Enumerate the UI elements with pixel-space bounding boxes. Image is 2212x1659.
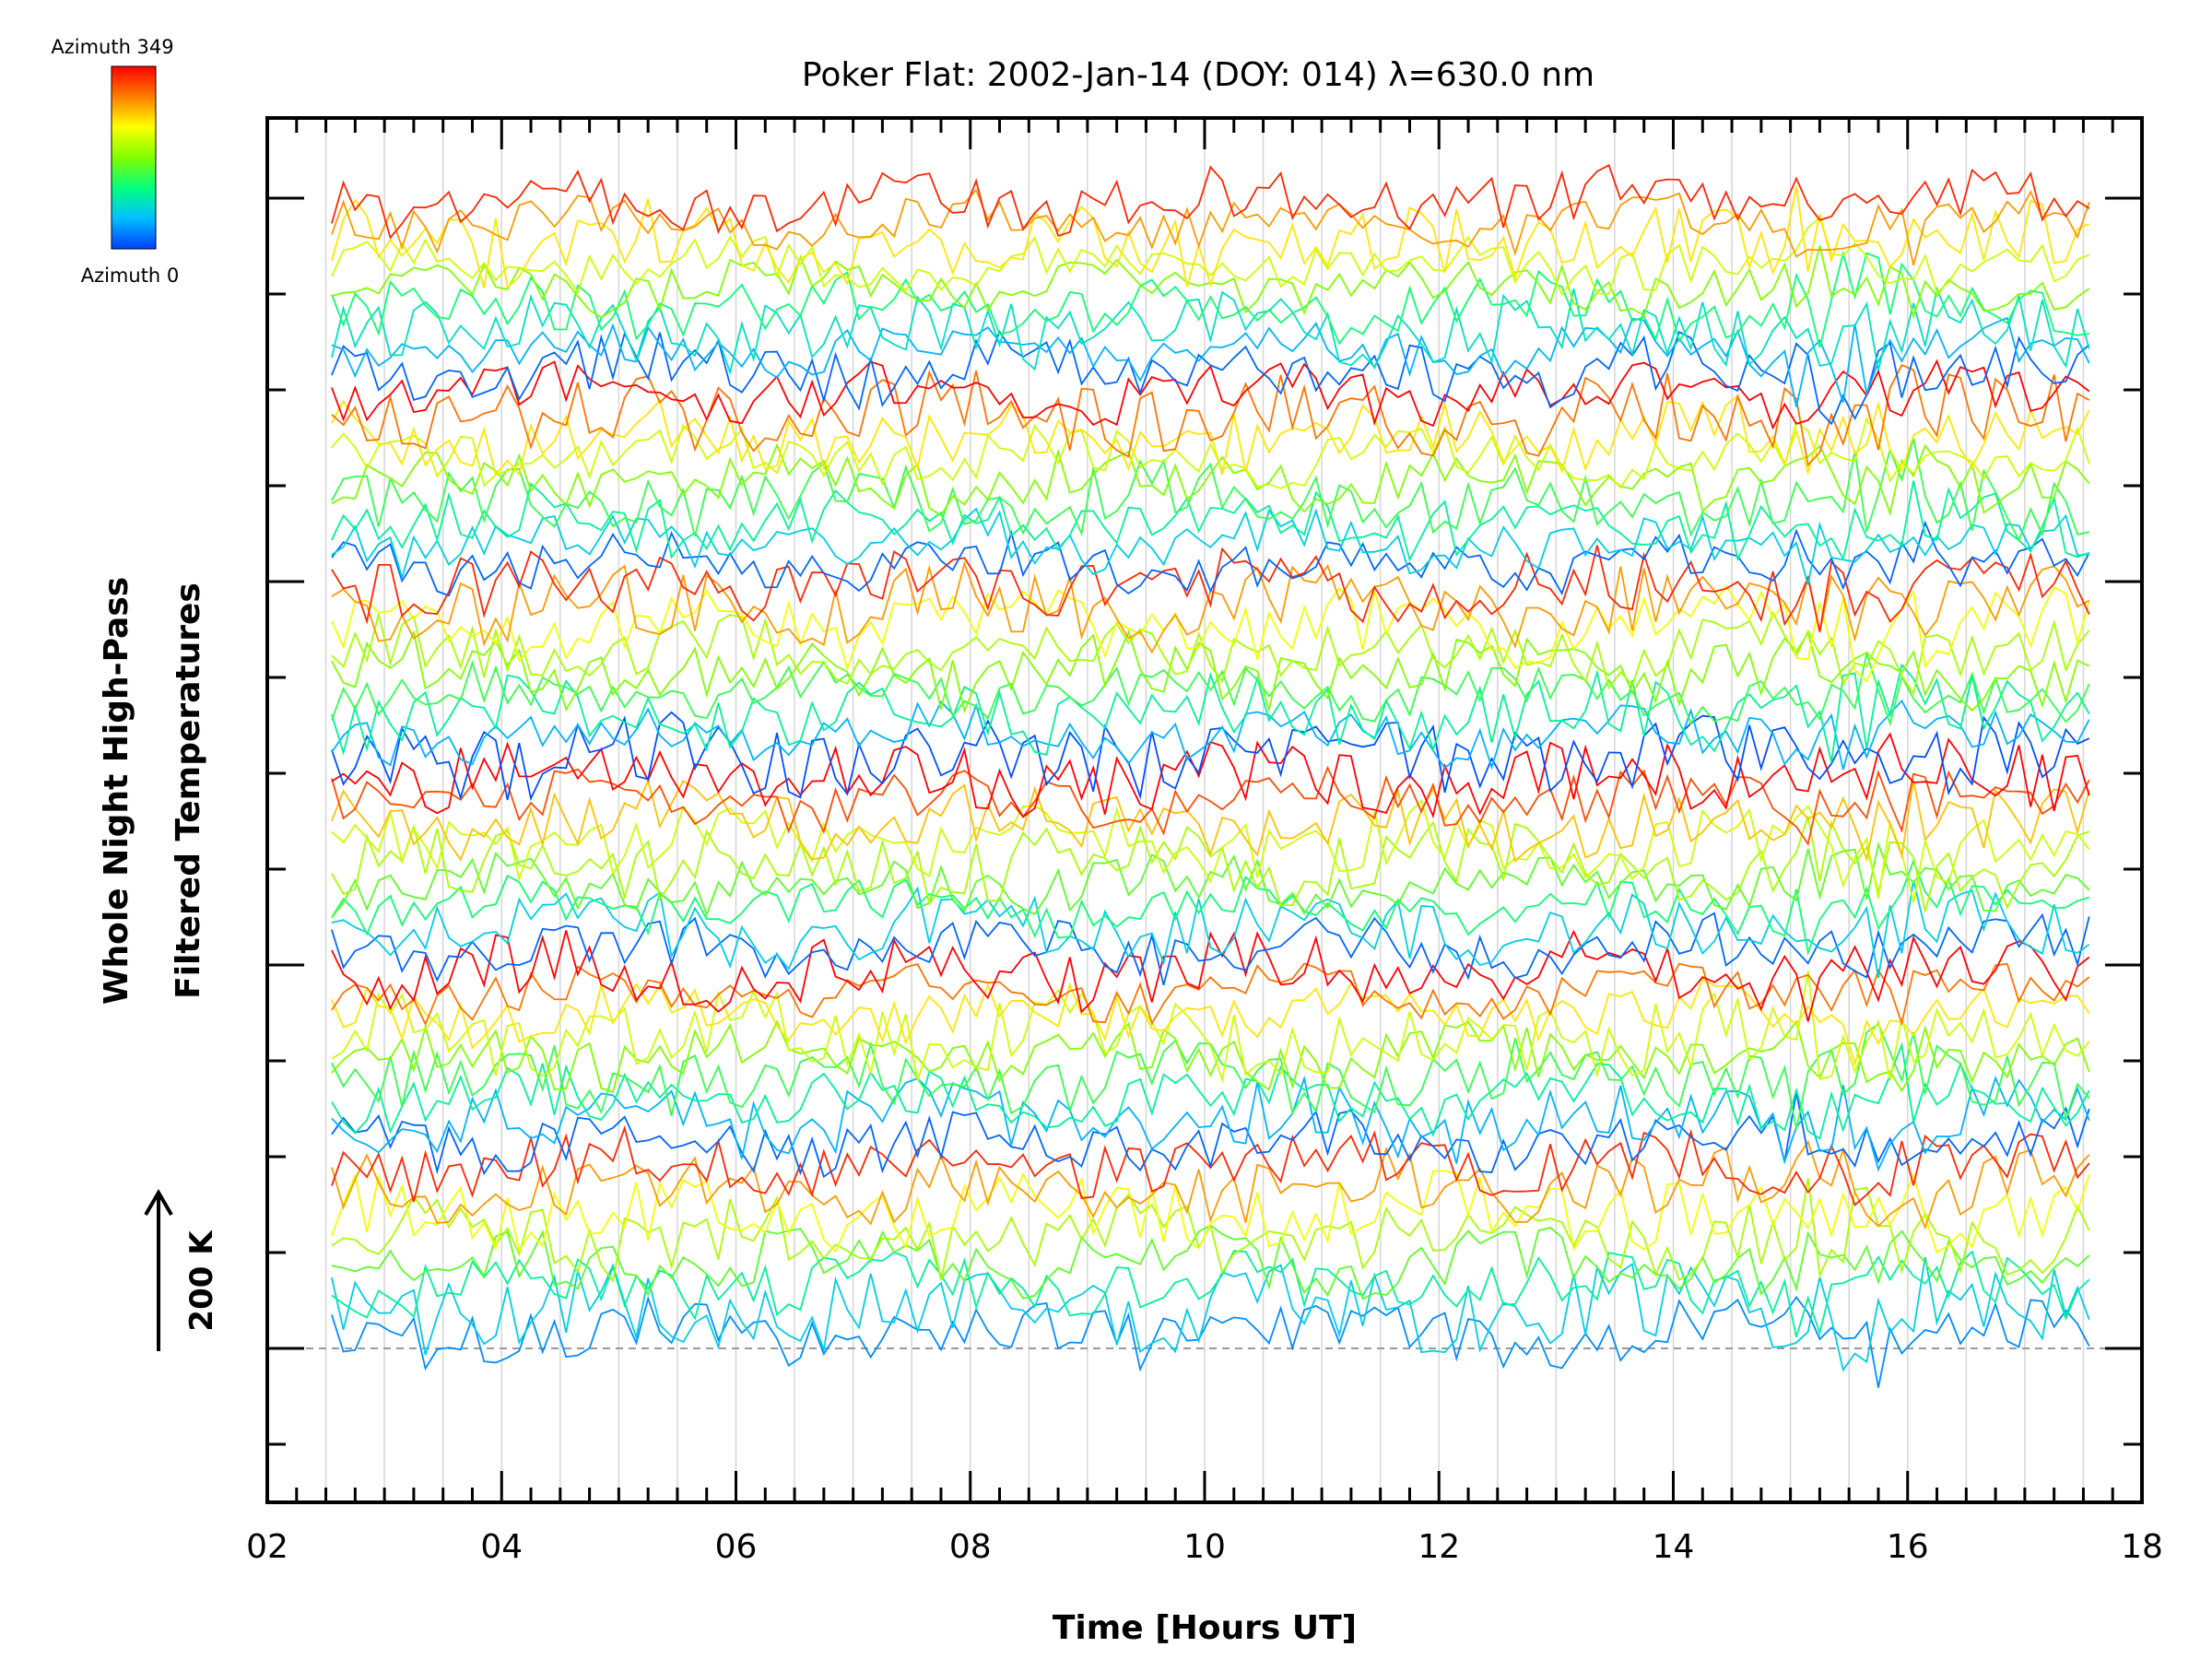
series-line-g5-s8 [331, 164, 2090, 240]
colorbar-top-label: Azimuth 349 [51, 36, 173, 58]
x-tick-label-16: 16 [1887, 1528, 1929, 1566]
chart-title: Poker Flat: 2002-Jan-14 (DOY: 014) λ=630… [802, 56, 1594, 94]
series-line-g1-s8 [331, 929, 2090, 1022]
series-line-g2-s1 [331, 880, 2090, 978]
series-line-g0-s0 [331, 1295, 2090, 1388]
y-axis-label-line1: Whole Night High-Pass [98, 577, 135, 1005]
series-line-g3-s6 [331, 584, 2090, 683]
series-line-g1-s7 [331, 962, 2090, 1027]
scale-bar-label: 200 K [183, 1230, 220, 1332]
series-line-g5-s0 [331, 330, 2090, 426]
series-line-g1-s1 [331, 1075, 2090, 1172]
x-tick-label-02: 02 [246, 1528, 288, 1566]
series-line-g1-s5 [331, 971, 2090, 1084]
series-line-g0-s2 [331, 1250, 2090, 1338]
x-tick-label-06: 06 [715, 1528, 758, 1566]
x-tick-label-18: 18 [2121, 1528, 2163, 1566]
scale-bar: 200 K [144, 1189, 220, 1351]
series-line-g2-s3 [331, 841, 2090, 919]
series-line-g0-s6 [331, 1139, 2090, 1230]
series-line-g4-s5 [331, 416, 2090, 489]
series-line-g0-s5 [331, 1170, 2090, 1254]
series-line-g5-s1 [331, 316, 2090, 407]
series-line-g4-s0 [331, 520, 2090, 597]
x-tick-label-10: 10 [1183, 1528, 1226, 1566]
x-tick-label-14: 14 [1653, 1528, 1695, 1566]
series-line-g3-s8 [331, 545, 2090, 632]
x-tick-label-12: 12 [1418, 1528, 1460, 1566]
series-line-g3-s7 [331, 560, 2090, 654]
series-line-g1-s6 [331, 977, 2090, 1067]
series-line-g5-s2 [331, 286, 2090, 376]
series-line-g2-s0 [331, 912, 2090, 986]
series-line-g5-s3 [331, 250, 2089, 348]
series-line-g4-s3 [331, 438, 2089, 543]
series-line-g1-s3 [331, 1022, 2090, 1130]
scale-bar-arrow-head [144, 1189, 173, 1217]
series-line-g3-s4 [331, 629, 2090, 714]
series-line-g5-s4 [331, 245, 2090, 320]
series-line-g3-s1 [331, 699, 2090, 771]
series-line-g3-s2 [331, 663, 2090, 763]
series-lines [331, 164, 2090, 1388]
axis-ticks [265, 118, 2144, 1502]
series-line-g4-s8 [331, 359, 2090, 430]
series-line-g5-s5 [331, 216, 2090, 297]
x-tick-labels: 02 04 06 08 10 12 14 16 18 [246, 1528, 2163, 1566]
series-line-g1-s4 [331, 1019, 2090, 1094]
y-axis-label-line2: Filtered Temperatures [170, 582, 207, 999]
series-line-g1-s2 [331, 1041, 2090, 1140]
series-line-g2-s7 [331, 765, 2090, 846]
series-line-g5-s6 [331, 185, 2090, 289]
series-line-g2-s6 [331, 777, 2090, 864]
colorbar [111, 65, 157, 250]
series-line-g3-s3 [331, 650, 2090, 727]
series-line-g2-s4 [331, 816, 2090, 912]
x-tick-label-04: 04 [480, 1528, 523, 1566]
series-line-g0-s1 [331, 1256, 2090, 1372]
y-axis-label: Whole Night High-Pass Filtered Temperatu… [98, 577, 207, 1005]
series-line-g0-s4 [331, 1178, 2090, 1283]
x-axis-label: Time [Hours UT] [1053, 1609, 1357, 1647]
series-line-g4-s4 [331, 442, 2090, 517]
series-line-g4-s7 [331, 364, 2090, 467]
series-line-g4-s6 [331, 394, 2090, 477]
series-line-g2-s5 [331, 799, 2090, 903]
series-line-g4-s2 [331, 480, 2090, 562]
colorbar-bottom-label: Azimuth 0 [81, 265, 180, 287]
x-tick-label-08: 08 [949, 1528, 992, 1566]
series-line-g3-s0 [331, 711, 2090, 802]
series-line-g4-s1 [331, 507, 2089, 585]
series-line-g5-s7 [331, 188, 2090, 266]
